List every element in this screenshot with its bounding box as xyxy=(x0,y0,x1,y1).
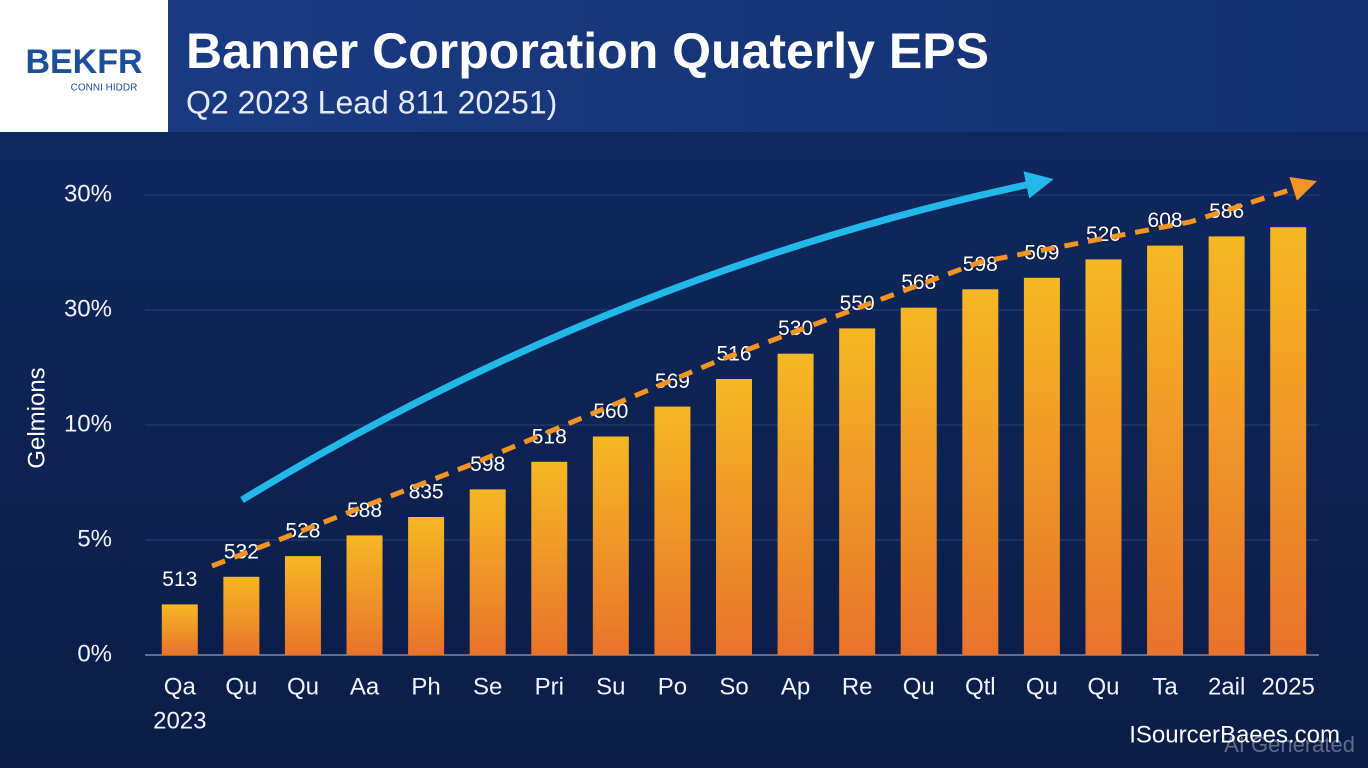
x-tick-label: Ph xyxy=(411,673,440,700)
bar xyxy=(592,436,629,655)
y-tick-label: 0% xyxy=(77,640,112,667)
y-axis-label: Gelmions xyxy=(23,367,50,468)
bar xyxy=(1085,259,1122,655)
x-tick-label: Re xyxy=(842,673,873,700)
x-tick-label: Qa xyxy=(164,673,197,700)
bar xyxy=(1023,277,1060,655)
bar xyxy=(1147,245,1184,655)
header-band xyxy=(0,0,1368,132)
logo: BEKFR xyxy=(25,43,142,81)
x-tick-label: 2ail xyxy=(1208,673,1245,700)
bar xyxy=(1208,236,1245,655)
trend-dashed-arrow xyxy=(211,176,1317,569)
x-tick-label: Qu xyxy=(903,673,935,700)
x-tick-label: Qu xyxy=(1026,673,1058,700)
bar-annotation: 608 xyxy=(1148,209,1183,232)
x-tick-label: Po xyxy=(658,673,687,700)
bar xyxy=(161,604,198,655)
bar xyxy=(839,328,876,655)
bar xyxy=(716,379,752,655)
x-tick-label: 2025 xyxy=(1262,673,1315,700)
logo-box xyxy=(0,0,168,132)
x-tick-label: Aa xyxy=(350,673,380,700)
x-tick-label: Pri xyxy=(535,673,564,700)
chart-subtitle: Q2 2023 Lead 811 20251) xyxy=(186,84,557,120)
bar xyxy=(900,307,937,655)
bar-annotation: 513 xyxy=(162,568,197,591)
x-tick-label: So xyxy=(719,673,748,700)
x-tick-label: Ap xyxy=(781,673,810,700)
watermark: ISourcerBaees.com xyxy=(1129,721,1340,748)
bar xyxy=(223,576,260,655)
x-tick-label: Ta xyxy=(1152,673,1178,700)
y-tick-label: 30% xyxy=(64,295,112,322)
watermark-note: AI Generated xyxy=(1224,732,1355,757)
bar xyxy=(408,517,445,655)
x-tick-label: Qtl xyxy=(965,673,996,700)
plot-area: 0%5%10%30%30%Qa513Qu532Qu528Aa588Ph835Se… xyxy=(64,180,1319,734)
x-tick-label: Se xyxy=(473,673,502,700)
bar xyxy=(469,489,506,655)
x-tick-label: Qu xyxy=(1087,673,1119,700)
x-tick-label: Qu xyxy=(287,673,319,700)
bar xyxy=(531,461,568,655)
bar xyxy=(962,289,999,655)
y-tick-label: 30% xyxy=(64,180,112,207)
chart-title: Banner Corporation Quaterly EPS xyxy=(186,23,989,79)
trend-arrow xyxy=(240,171,1054,503)
x-sublabel: 2023 xyxy=(153,707,206,734)
bar xyxy=(654,406,691,655)
x-tick-label: Su xyxy=(596,673,625,700)
x-tick-label: Qu xyxy=(225,673,257,700)
bar xyxy=(777,353,814,655)
logo-subtitle: CONNI HIDDR xyxy=(71,83,138,94)
bar xyxy=(346,535,383,655)
y-tick-label: 5% xyxy=(77,525,112,552)
bar-annotation: 586 xyxy=(1209,200,1244,223)
bar-annotation: 530 xyxy=(778,317,813,340)
bar xyxy=(284,556,321,655)
bar xyxy=(1270,227,1307,655)
y-tick-label: 10% xyxy=(64,410,112,437)
